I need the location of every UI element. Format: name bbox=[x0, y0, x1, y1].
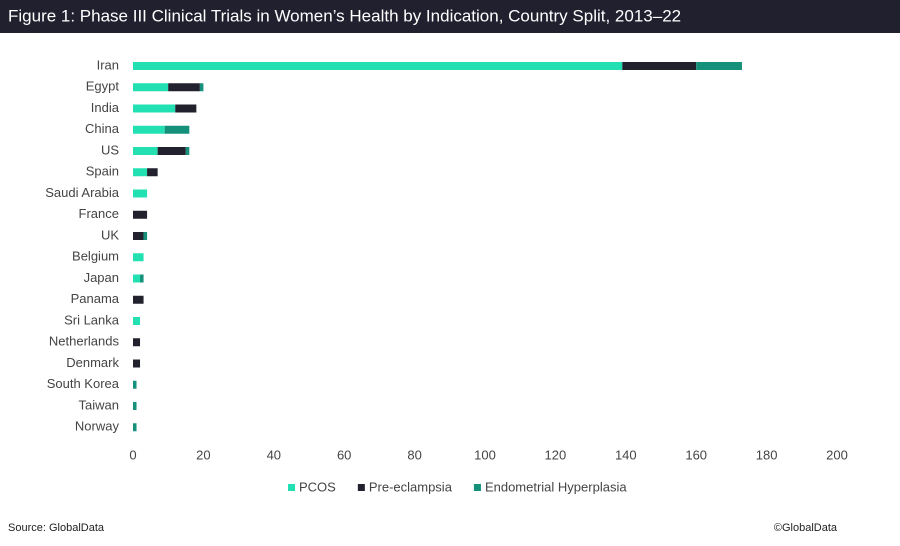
bar-segment bbox=[133, 62, 623, 70]
legend-swatch bbox=[288, 484, 295, 491]
bar-segment bbox=[133, 83, 169, 92]
source: Source: GlobalData bbox=[8, 522, 105, 534]
y-tick-label: India bbox=[91, 100, 120, 115]
bar-segment bbox=[147, 168, 158, 177]
y-tick-label: Denmark bbox=[66, 355, 119, 370]
x-tick-label: 140 bbox=[615, 447, 637, 462]
chart-title: Figure 1: Phase III Clinical Trials in W… bbox=[8, 6, 681, 25]
bar-segment bbox=[133, 338, 141, 347]
bar-segment bbox=[133, 274, 141, 283]
bar-segment bbox=[168, 83, 200, 92]
y-tick-label: Iran bbox=[97, 57, 119, 72]
bar-segment bbox=[164, 125, 190, 134]
y-tick-label: UK bbox=[101, 227, 119, 242]
y-tick-label: Taiwan bbox=[79, 397, 119, 412]
y-tick-label: Netherlands bbox=[49, 334, 120, 349]
bar-segment bbox=[133, 359, 141, 368]
x-tick-label: 80 bbox=[407, 447, 421, 462]
bar-segment bbox=[185, 147, 190, 155]
bar-segment bbox=[622, 62, 697, 70]
bar-segment bbox=[133, 380, 137, 389]
bar-segment bbox=[133, 210, 148, 219]
bar-segment bbox=[133, 295, 144, 304]
bar-segment bbox=[199, 83, 204, 92]
bar-segment bbox=[133, 253, 144, 262]
legend-label: PCOS bbox=[299, 479, 336, 494]
y-tick-label: Japan bbox=[84, 270, 119, 285]
bar-segment bbox=[133, 402, 137, 410]
x-tick-label: 200 bbox=[826, 447, 848, 462]
bar-segment bbox=[133, 189, 148, 198]
bar-segment bbox=[140, 274, 144, 283]
legend-label: Endometrial Hyperplasia bbox=[485, 479, 627, 494]
y-tick-label: Saudi Arabia bbox=[45, 185, 119, 200]
title-bar bbox=[0, 0, 900, 33]
y-tick-label: China bbox=[85, 121, 120, 136]
y-tick-label: Sri Lanka bbox=[64, 312, 120, 327]
bar-segment bbox=[175, 104, 197, 113]
bar-segment bbox=[133, 168, 148, 177]
bar-segment bbox=[133, 147, 158, 155]
bar-segment bbox=[157, 147, 186, 155]
y-tick-label: Belgium bbox=[72, 249, 119, 264]
y-tick-label: Egypt bbox=[86, 79, 120, 94]
y-tick-label: Norway bbox=[75, 419, 120, 434]
bar-segment bbox=[133, 317, 141, 325]
legend-label: Pre-eclampsia bbox=[369, 479, 453, 494]
legend-swatch bbox=[473, 484, 481, 491]
x-tick-label: 20 bbox=[196, 447, 210, 462]
x-tick-label: 60 bbox=[337, 447, 351, 462]
bar-segment bbox=[133, 423, 137, 432]
y-tick-label: US bbox=[101, 142, 119, 157]
copyright: ©GlobalData bbox=[774, 522, 838, 534]
bar-segment bbox=[133, 125, 165, 134]
legend-swatch bbox=[357, 484, 365, 491]
x-tick-label: 120 bbox=[545, 447, 567, 462]
y-tick-label: France bbox=[79, 206, 119, 221]
y-tick-label: South Korea bbox=[47, 376, 120, 391]
y-tick-label: Spain bbox=[86, 164, 119, 179]
x-tick-label: 40 bbox=[267, 447, 281, 462]
x-tick-label: 160 bbox=[685, 447, 707, 462]
x-tick-label: 0 bbox=[129, 447, 136, 462]
bar-segment bbox=[143, 232, 148, 240]
bar-segment bbox=[696, 62, 742, 70]
y-tick-label: Panama bbox=[71, 291, 120, 306]
x-tick-label: 180 bbox=[756, 447, 778, 462]
x-tick-label: 100 bbox=[474, 447, 496, 462]
bar-segment bbox=[133, 104, 176, 113]
bar-segment bbox=[133, 232, 144, 240]
